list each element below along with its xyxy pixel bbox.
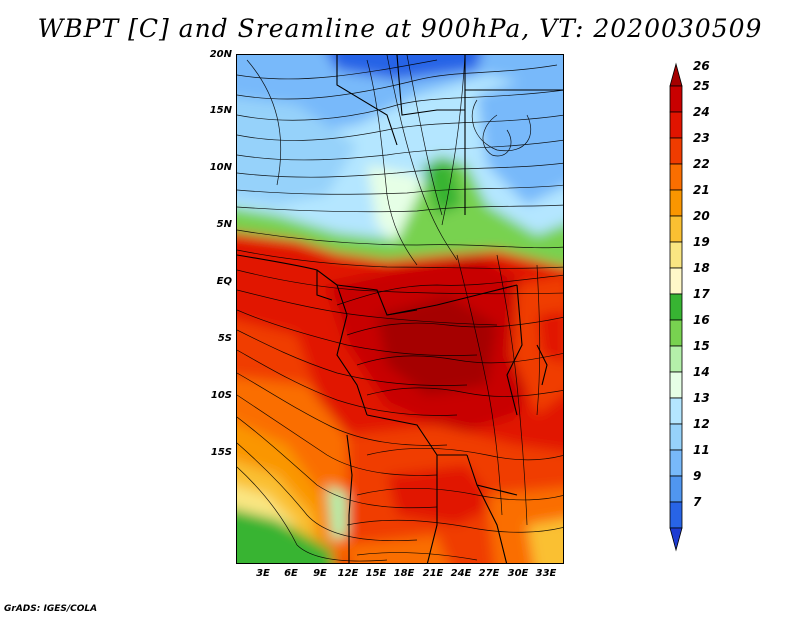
lon-label-3e: 3E [256, 568, 270, 579]
lon-label-15e: 15E [365, 568, 387, 579]
lon-label-24e: 24E [450, 568, 472, 579]
lon-label-33e: 33E [535, 568, 557, 579]
footer-credit: GrADS: IGES/COLA [4, 604, 98, 614]
colorbar-label: 12 [693, 417, 710, 431]
colorbar-segment [669, 267, 683, 295]
colorbar-segment [669, 241, 683, 269]
lon-label-6e: 6E [284, 568, 298, 579]
lat-label-5s: 5S [217, 333, 232, 344]
colorbar-segment [669, 475, 683, 503]
colorbar-segment [669, 189, 683, 217]
wbpt-field [237, 55, 563, 563]
country-borders [237, 55, 563, 563]
colorbar-segment [669, 449, 683, 477]
lat-label-5n: 5N [216, 219, 232, 230]
colorbar-segment [669, 293, 683, 321]
colorbar-segment [669, 137, 683, 165]
lon-label-27e: 27E [478, 568, 500, 579]
colorbar-top-arrow [669, 62, 683, 87]
lat-label-20n: 20N [209, 49, 232, 60]
colorbar-label: 20 [693, 209, 710, 223]
colorbar-label: 21 [693, 183, 710, 197]
colorbar-label: 11 [693, 443, 710, 457]
colorbar-label: 9 [693, 469, 702, 483]
colorbar-label: 16 [693, 313, 710, 327]
streamlines [237, 55, 563, 562]
colorbar-label: 18 [693, 261, 710, 275]
lat-label-10s: 10S [210, 390, 232, 401]
colorbar-label: 22 [693, 157, 710, 171]
lon-label-12e: 12E [337, 568, 359, 579]
lat-label-15s: 15S [210, 447, 232, 458]
lon-label-9e: 9E [313, 568, 327, 579]
lat-label-eq: EQ [216, 276, 232, 287]
lon-label-30e: 30E [507, 568, 529, 579]
lat-label-15n: 15N [209, 105, 232, 116]
lat-label-10n: 10N [209, 162, 232, 173]
colorbar [669, 62, 683, 552]
map-title: WBPT [C] and Sreamline at 900hPa, VT: 20… [37, 14, 763, 43]
lon-label-21e: 21E [422, 568, 444, 579]
colorbar-segment [669, 163, 683, 191]
colorbar-label: 14 [693, 365, 710, 379]
colorbar-segment [669, 423, 683, 451]
colorbar-segment [669, 501, 683, 529]
colorbar-segment [669, 397, 683, 425]
colorbar-label: 24 [693, 105, 710, 119]
colorbar-label: 23 [693, 131, 710, 145]
wbpt-map [236, 54, 564, 564]
colorbar-label: 26 [693, 59, 710, 73]
colorbar-segment [669, 111, 683, 139]
colorbar-segment [669, 371, 683, 399]
colorbar-label: 19 [693, 235, 710, 249]
colorbar-segment [669, 319, 683, 347]
colorbar-label: 13 [693, 391, 710, 405]
lon-label-18e: 18E [393, 568, 415, 579]
colorbar-label: 7 [693, 495, 702, 509]
colorbar-segment [669, 215, 683, 243]
colorbar-bottom-arrow [669, 527, 683, 552]
colorbar-label: 25 [693, 79, 710, 93]
colorbar-label: 17 [693, 287, 710, 301]
map-canvas [237, 55, 563, 563]
colorbar-segment [669, 345, 683, 373]
colorbar-label: 15 [693, 339, 710, 353]
colorbar-segment [669, 85, 683, 113]
